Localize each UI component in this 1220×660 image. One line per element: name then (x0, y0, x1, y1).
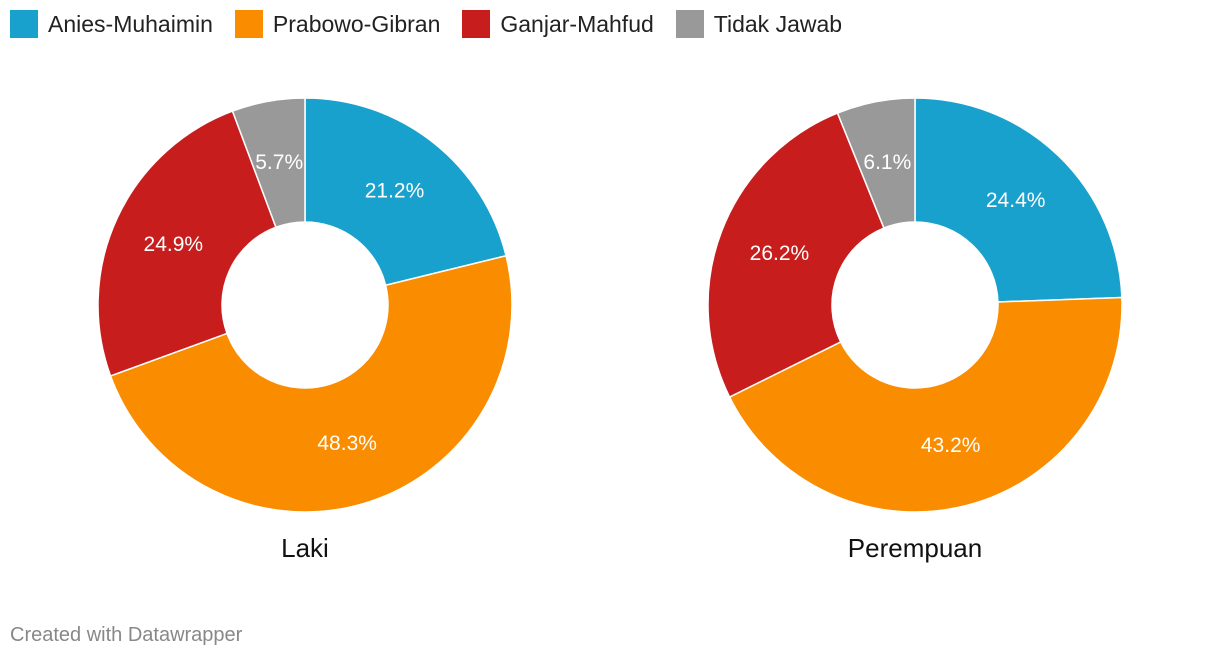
legend-item-ganjar-mahfud: Ganjar-Mahfud (462, 10, 654, 38)
legend-label-ganjar-mahfud: Ganjar-Mahfud (500, 10, 654, 37)
donut-chart-perempuan: 24.4% 43.2% 26.2% 6.1% Perempuan (707, 97, 1123, 563)
value-label-laki-anies-muhaimin: 21.2% (365, 179, 425, 202)
value-label-perempuan-ganjar-mahfud: 26.2% (750, 242, 810, 265)
slice-perempuan-prabowo-gibran (728, 296, 1123, 513)
value-label-perempuan-anies-muhaimin: 24.4% (986, 189, 1046, 212)
legend-item-tidak-jawab: Tidak Jawab (675, 10, 843, 38)
legend-swatch-tidak-jawab (675, 10, 704, 38)
legend-swatch-ganjar-mahfud (462, 10, 491, 38)
donut-charts: 21.2% 48.3% 24.9% 5.7% Laki 24.4% 43.2% 26.2% 6.… (97, 97, 1123, 563)
value-label-laki-ganjar-mahfud: 24.9% (144, 233, 204, 256)
slice-perempuan-tidak-jawab (836, 97, 916, 230)
value-label-laki-tidak-jawab: 5.7% (255, 151, 303, 174)
legend-label-anies-muhaimin: Anies-Muhaimin (48, 10, 213, 37)
legend-swatch-prabowo-gibran (234, 10, 263, 38)
slice-laki-prabowo-gibran (109, 254, 513, 513)
value-label-perempuan-prabowo-gibran: 43.2% (921, 434, 981, 457)
donut-chart-laki: 21.2% 48.3% 24.9% 5.7% Laki (97, 97, 513, 563)
legend-label-tidak-jawab: Tidak Jawab (713, 10, 843, 37)
legend-item-anies-muhaimin: Anies-Muhaimin (10, 10, 213, 38)
value-label-perempuan-tidak-jawab: 6.1% (863, 151, 911, 174)
slice-perempuan-anies-muhaimin (914, 97, 1123, 303)
slice-perempuan-ganjar-mahfud (707, 112, 885, 399)
value-label-laki-prabowo-gibran: 48.3% (317, 432, 377, 455)
slice-laki-tidak-jawab (231, 97, 306, 229)
chart-title-perempuan: Perempuan (848, 533, 982, 563)
legend: Anies-Muhaimin Prabowo-Gibran Ganjar-Mah… (10, 9, 864, 39)
slice-laki-ganjar-mahfud (97, 110, 277, 377)
datawrapper-credit: Created with Datawrapper (10, 624, 243, 646)
legend-swatch-anies-muhaimin (10, 10, 38, 38)
slice-laki-anies-muhaimin (304, 97, 507, 287)
legend-label-prabowo-gibran: Prabowo-Gibran (272, 10, 441, 37)
chart-title-laki: Laki (281, 533, 329, 563)
legend-item-prabowo-gibran: Prabowo-Gibran (234, 10, 441, 38)
